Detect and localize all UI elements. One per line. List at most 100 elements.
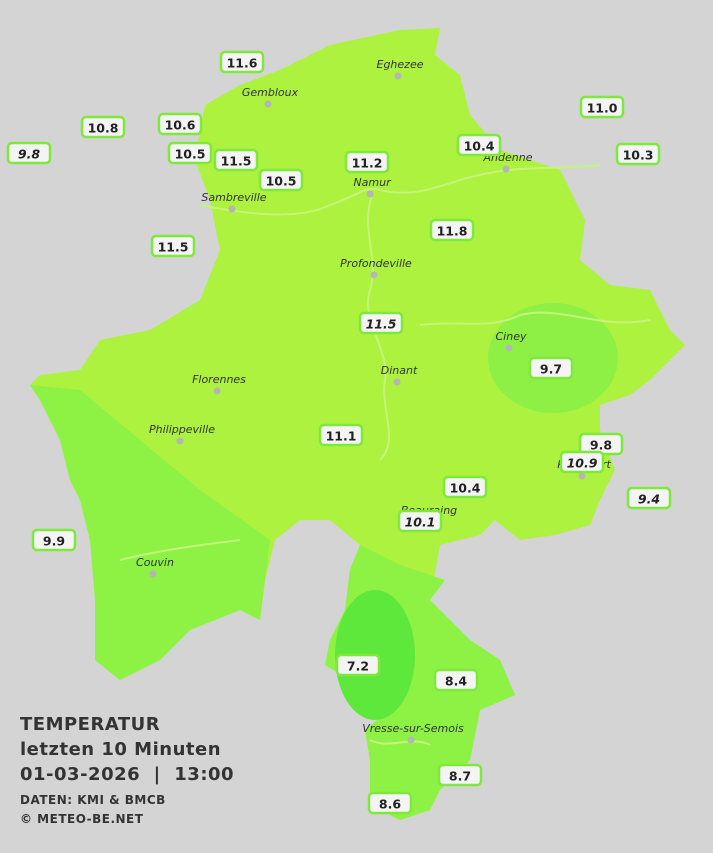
station: 11.8: [429, 218, 475, 242]
station: 11.2: [344, 150, 390, 174]
station-box: [335, 653, 381, 677]
station-box: [579, 95, 625, 119]
station-value: 10.8: [88, 121, 119, 136]
station-box: [397, 509, 443, 533]
station: 9.9: [31, 528, 77, 552]
station: 10.5: [167, 141, 213, 165]
station: 10.4: [456, 133, 502, 157]
city-dot: [370, 271, 378, 279]
station: 8.4: [433, 668, 479, 692]
city-label: Namur: [353, 176, 392, 189]
station-box: [433, 668, 479, 692]
station-value: 11.5: [158, 240, 189, 255]
city-dot: [228, 205, 236, 213]
station-box: [358, 311, 404, 335]
station: 10.5: [258, 168, 304, 192]
city-label: Profondeville: [340, 257, 412, 270]
station: 10.6: [157, 112, 203, 136]
station-value: 10.6: [165, 118, 196, 133]
station-box: [559, 450, 605, 474]
station-value: 8.6: [379, 797, 401, 812]
station-value: 10.4: [464, 139, 495, 154]
station-value: 10.1: [405, 515, 436, 530]
city-dot: [366, 190, 374, 198]
city-dot: [149, 570, 157, 578]
station-value: 11.1: [326, 429, 357, 444]
city-dot: [502, 165, 510, 173]
legend-header: TEMPERATUR letzten 10 Minuten 01-03-2026…: [20, 712, 234, 829]
datetime: 01-03-2026 | 13:00: [20, 764, 235, 785]
city-label: Couvin: [136, 556, 174, 569]
station-value: 9.9: [43, 534, 65, 549]
station: 8.7: [437, 763, 483, 787]
city-dot: [264, 100, 272, 108]
station-box: [258, 168, 304, 192]
station-value: 11.5: [366, 317, 397, 332]
stations: 11.6 10.8 10.6 9.8 10.5 11.5 10.5 11.2 10.4 11.0 1…: [6, 50, 672, 815]
station-box: [219, 50, 265, 74]
station: 9.7: [528, 356, 574, 380]
period: letzten 10 Minuten: [20, 739, 222, 760]
station-value: 10.5: [175, 147, 206, 162]
city-dot: [213, 387, 221, 395]
station-box: [437, 763, 483, 787]
station-box: [456, 133, 502, 157]
city-label: Sambreville: [201, 191, 266, 204]
station-value: 10.9: [567, 456, 598, 471]
source: DATEN: KMI & BMCB: [20, 793, 166, 807]
station-value: 8.4: [445, 674, 467, 689]
station-value: 9.4: [638, 492, 660, 507]
station-box: [150, 234, 196, 258]
city-label: Dinant: [381, 364, 418, 377]
station-value: 11.5: [221, 154, 252, 169]
station-value: 9.7: [540, 362, 562, 377]
city-dot: [505, 344, 513, 352]
station-box: [6, 141, 52, 165]
station-value: 10.4: [450, 481, 481, 496]
station: 8.6: [367, 791, 413, 815]
station-box: [213, 148, 259, 172]
station-value: 10.3: [623, 148, 654, 163]
station: 10.8: [80, 115, 126, 139]
station-box: [528, 356, 574, 380]
station-value: 11.6: [227, 56, 258, 71]
station-value: 8.7: [449, 769, 471, 784]
station-value: 11.8: [437, 224, 468, 239]
station: 11.5: [213, 148, 259, 172]
station-box: [626, 486, 672, 510]
station-box: [167, 141, 213, 165]
station-value: 10.5: [266, 174, 297, 189]
station: 11.5: [358, 311, 404, 335]
station-box: [615, 142, 661, 166]
station-box: [80, 115, 126, 139]
city-label: Eghezee: [377, 58, 424, 71]
station: 7.2: [335, 653, 381, 677]
station: 11.6: [219, 50, 265, 74]
station: 10.3: [615, 142, 661, 166]
city-label: Ciney: [496, 330, 527, 343]
station: 11.0: [579, 95, 625, 119]
station: 10.1: [397, 509, 443, 533]
station: 10.4: [442, 475, 488, 499]
station-box: [429, 218, 475, 242]
station: 11.5: [150, 234, 196, 258]
city-label: Philippeville: [149, 423, 215, 436]
station-value: 9.8: [18, 147, 40, 162]
station-box: [344, 150, 390, 174]
city-dot: [176, 437, 184, 445]
station: 10.9: [559, 450, 605, 474]
station-value: 11.0: [587, 101, 618, 116]
city-dot: [407, 736, 415, 744]
city-dot: [394, 72, 402, 80]
station-box: [367, 791, 413, 815]
station: 11.1: [318, 423, 364, 447]
title: TEMPERATUR: [20, 714, 161, 735]
station-box: [31, 528, 77, 552]
station: 9.8: [6, 141, 52, 165]
station-value: 7.2: [347, 659, 369, 674]
city-label: Vresse-sur-Semois: [362, 722, 464, 735]
zone-cooler: [30, 385, 270, 680]
station-box: [318, 423, 364, 447]
